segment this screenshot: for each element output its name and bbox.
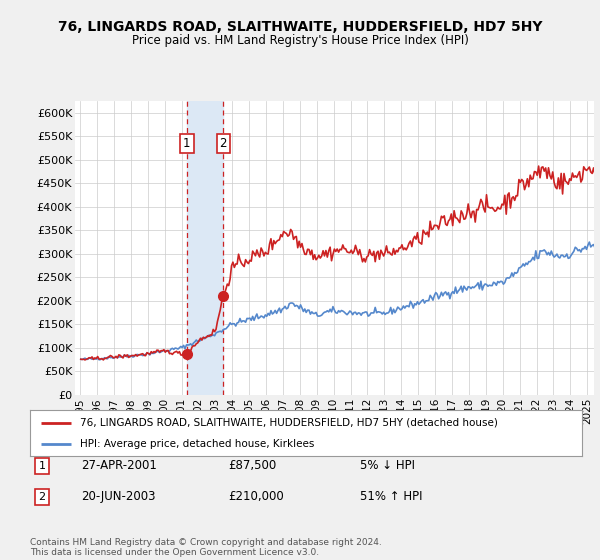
Text: 20-JUN-2003: 20-JUN-2003 [81, 490, 155, 503]
Text: 5% ↓ HPI: 5% ↓ HPI [360, 459, 415, 473]
Text: Contains HM Land Registry data © Crown copyright and database right 2024.
This d: Contains HM Land Registry data © Crown c… [30, 538, 382, 557]
Text: 51% ↑ HPI: 51% ↑ HPI [360, 490, 422, 503]
Text: HPI: Average price, detached house, Kirklees: HPI: Average price, detached house, Kirk… [80, 439, 314, 449]
Text: £210,000: £210,000 [228, 490, 284, 503]
Text: Price paid vs. HM Land Registry's House Price Index (HPI): Price paid vs. HM Land Registry's House … [131, 34, 469, 46]
Text: £87,500: £87,500 [228, 459, 276, 473]
Text: 1: 1 [38, 461, 46, 471]
Text: 2: 2 [38, 492, 46, 502]
Text: 27-APR-2001: 27-APR-2001 [81, 459, 157, 473]
Text: 76, LINGARDS ROAD, SLAITHWAITE, HUDDERSFIELD, HD7 5HY: 76, LINGARDS ROAD, SLAITHWAITE, HUDDERSF… [58, 20, 542, 34]
Text: 76, LINGARDS ROAD, SLAITHWAITE, HUDDERSFIELD, HD7 5HY (detached house): 76, LINGARDS ROAD, SLAITHWAITE, HUDDERSF… [80, 418, 497, 428]
Text: 2: 2 [220, 137, 227, 150]
Text: 1: 1 [183, 137, 191, 150]
Bar [187, 101, 223, 395]
